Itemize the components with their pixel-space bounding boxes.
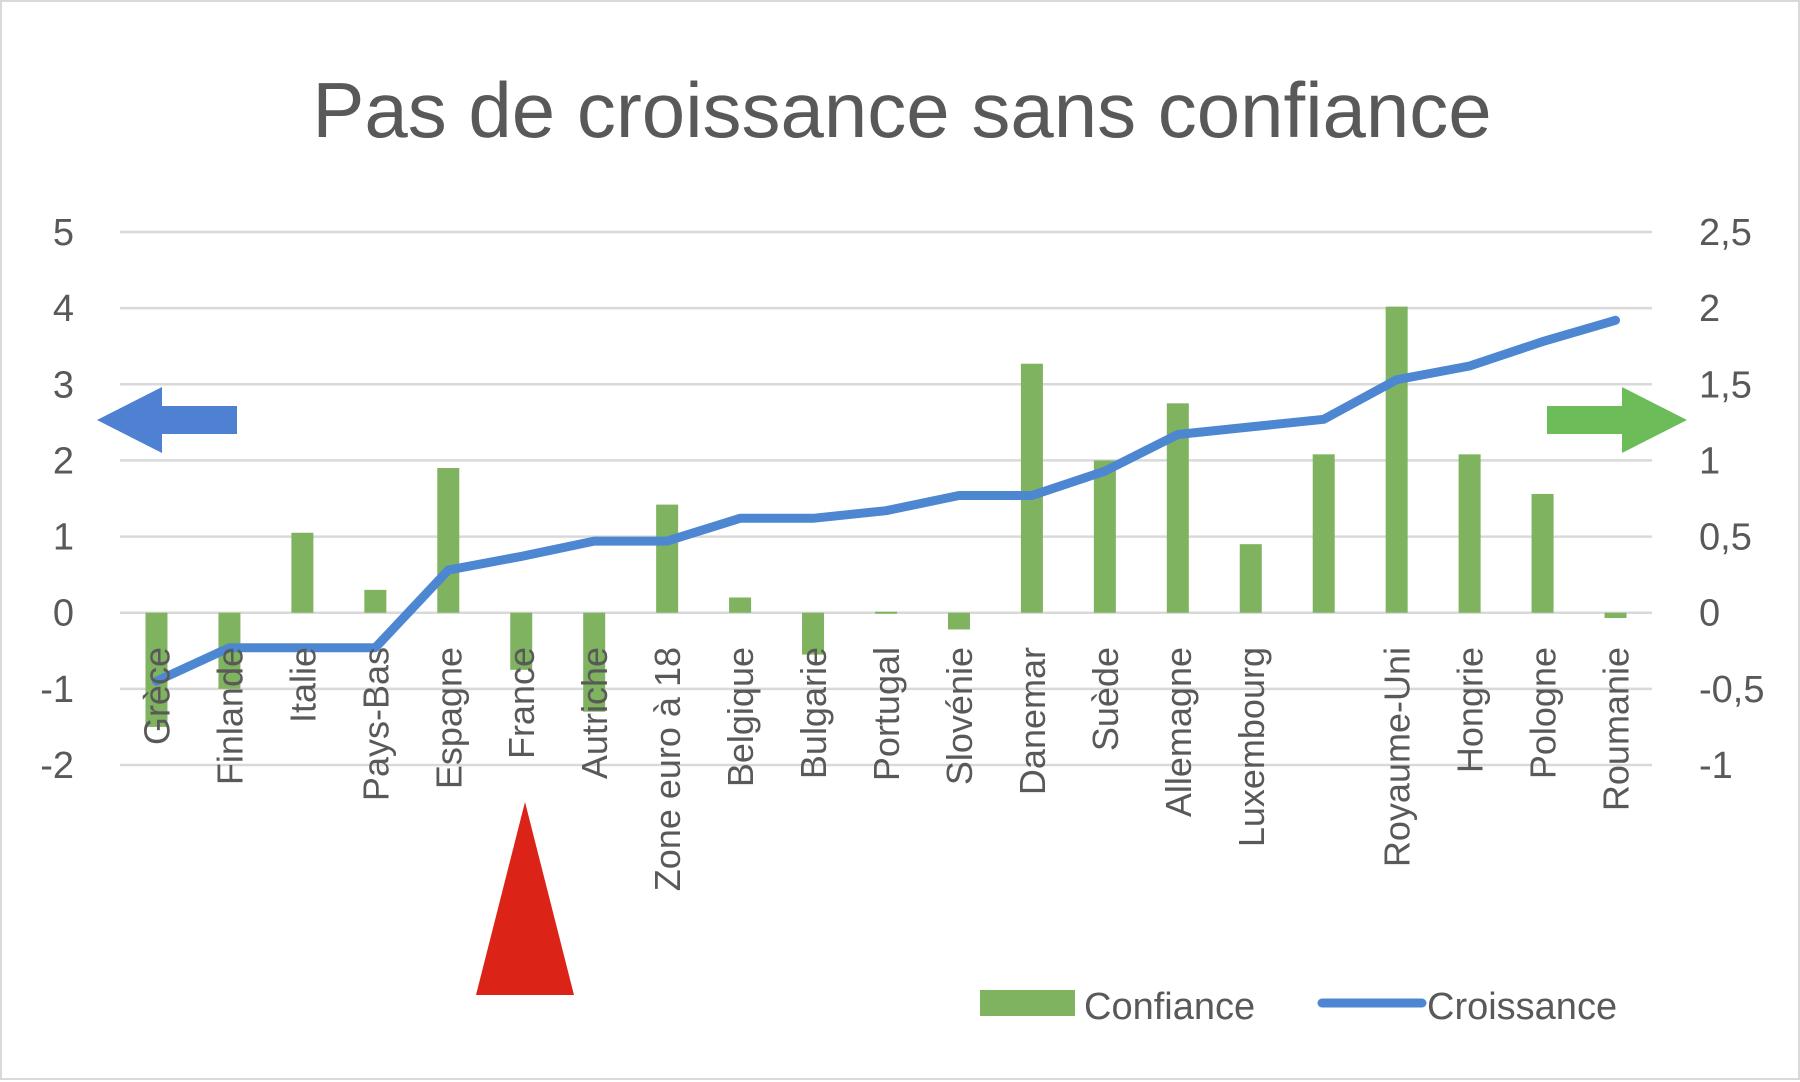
category-label: Slovénie	[939, 647, 980, 785]
bar-confiance	[1458, 454, 1481, 613]
category-label: Espagne	[428, 647, 469, 789]
legend-confiance-label: Confiance	[1084, 986, 1255, 1028]
bar-confiance	[947, 612, 970, 630]
right-tick-label: 2,5	[1699, 212, 1752, 254]
france-marker-triangle	[476, 802, 574, 995]
category-label: Portugal	[866, 647, 907, 781]
right-tick-label: 0	[1699, 593, 1720, 635]
bar-confiance	[1312, 454, 1335, 613]
left-axis-ticks: -2 -1 0 1 2 3 4 5	[40, 212, 74, 787]
left-tick-label: 3	[53, 364, 74, 406]
left-tick-label: 1	[53, 517, 74, 559]
category-label: Royaume-Uni	[1377, 647, 1418, 867]
bar-confiance	[1020, 363, 1043, 613]
left-tick-label: 0	[53, 593, 74, 635]
left-arrow-icon	[97, 387, 237, 453]
category-label: Suède	[1085, 647, 1126, 751]
left-tick-label: -2	[40, 745, 74, 787]
bar-confiance	[291, 532, 314, 613]
category-label: Danemar	[1012, 647, 1053, 795]
left-tick-label: -1	[40, 669, 74, 711]
category-label: Pays-Bas	[355, 647, 396, 801]
bar-confiance	[364, 589, 387, 613]
category-label: Hongrie	[1450, 647, 1491, 773]
category-label: Autriche	[574, 647, 615, 779]
confiance-bars	[145, 306, 1627, 727]
bar-confiance	[583, 612, 606, 712]
right-tick-label: -1	[1699, 745, 1733, 787]
right-tick-label: -0,5	[1699, 669, 1764, 711]
category-label: Zone euro à 18	[647, 647, 688, 891]
right-tick-label: 1	[1699, 440, 1720, 482]
category-label: France	[501, 647, 542, 759]
category-label: Pologne	[1523, 647, 1564, 779]
left-tick-label: 5	[53, 212, 74, 254]
category-label: Luxembourg	[1231, 647, 1272, 847]
legend: Confiance Croissance	[980, 986, 1617, 1028]
bar-confiance	[802, 612, 825, 655]
legend-croissance-label: Croissance	[1427, 986, 1617, 1028]
bar-confiance	[145, 612, 168, 727]
right-arrow-icon	[1547, 387, 1687, 453]
category-label: Roumanie	[1596, 647, 1637, 811]
bar-confiance	[510, 612, 533, 670]
category-label: Italie	[282, 647, 323, 723]
legend-confiance-swatch	[980, 990, 1075, 1016]
croissance-line	[152, 315, 1620, 686]
bar-confiance	[437, 468, 460, 613]
category-label: Finlande	[209, 647, 250, 785]
right-tick-label: 1,5	[1699, 364, 1752, 406]
bar-confiance	[1604, 612, 1627, 619]
croissance-line-group	[152, 315, 1620, 686]
right-tick-label: 0,5	[1699, 517, 1752, 559]
right-axis-ticks: -1 -0,5 0 0,5 1 1,5 2 2,5	[1699, 212, 1764, 787]
bar-confiance	[1239, 544, 1262, 613]
category-label: Bulgarie	[793, 647, 834, 779]
chart-title: Pas de croissance sans confiance	[312, 66, 1491, 154]
bar-confiance	[1093, 460, 1116, 613]
bar-confiance	[656, 504, 679, 613]
right-tick-label: 2	[1699, 288, 1720, 330]
category-label: Belgique	[720, 647, 761, 787]
left-tick-label: 4	[53, 288, 74, 330]
bar-confiance	[875, 611, 897, 614]
bar-confiance	[1385, 306, 1408, 613]
bar-confiance	[729, 597, 752, 613]
bar-confiance	[1166, 403, 1189, 613]
bar-confiance	[1531, 493, 1554, 613]
category-labels: Grèce Finlande Italie Pays-Bas Espagne France…	[136, 647, 1636, 891]
category-label: Allemagne	[1158, 647, 1199, 817]
category-label: Grèce	[136, 647, 177, 745]
left-tick-label: 2	[53, 440, 74, 482]
